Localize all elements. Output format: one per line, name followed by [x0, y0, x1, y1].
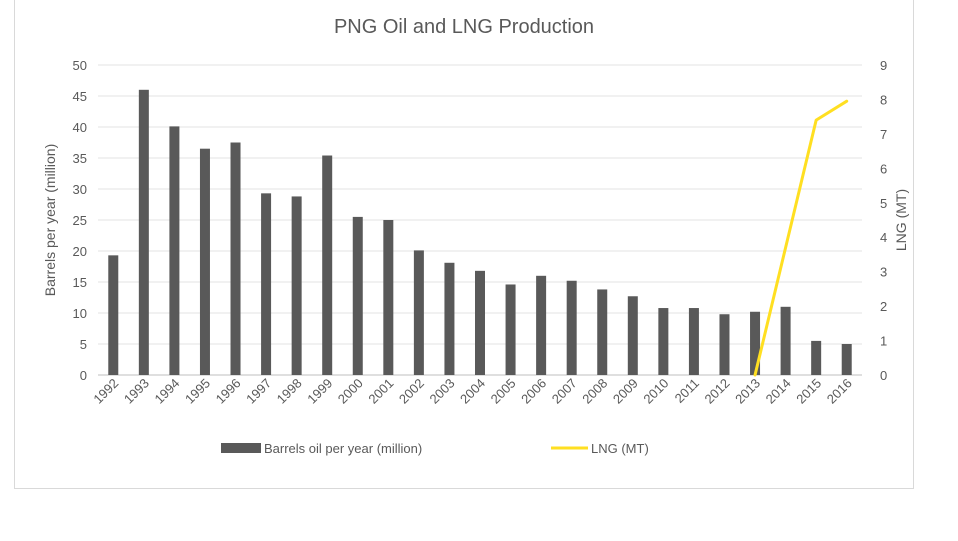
x-tick-label: 1993 [121, 376, 152, 407]
y-axis-title: Barrels per year (million) [42, 144, 58, 296]
x-tick-label: 2011 [672, 376, 702, 406]
y-tick-label: 15 [73, 275, 87, 290]
chart-frame [14, 0, 914, 489]
legend-bar-swatch [221, 443, 261, 453]
bar [658, 308, 669, 375]
x-tick-label: 2004 [457, 376, 488, 407]
y-tick-label: 50 [73, 58, 87, 73]
x-tick-label: 2007 [549, 376, 580, 407]
x-tick-label: 2010 [640, 376, 671, 407]
bar [230, 142, 241, 375]
bar [627, 296, 638, 375]
bar [322, 155, 333, 375]
x-tick-label: 2001 [365, 376, 396, 407]
bar [719, 314, 730, 375]
x-tick-label: 2014 [763, 376, 794, 407]
x-tick-label: 2002 [396, 376, 427, 407]
x-tick-label: 1995 [182, 376, 213, 407]
y2-tick-label: 3 [880, 265, 887, 280]
y2-tick-label: 1 [880, 334, 887, 349]
bar [261, 193, 272, 375]
bar [444, 262, 455, 375]
y2-axis-title: LNG (MT) [893, 189, 909, 251]
x-tick-label: 2005 [488, 376, 519, 407]
line-series [753, 99, 849, 377]
bar [536, 275, 547, 375]
x-tick-label: 2009 [610, 376, 641, 407]
y-tick-label: 35 [73, 151, 87, 166]
chart-title: PNG Oil and LNG Production [334, 16, 594, 38]
bar [505, 284, 516, 375]
bar [750, 311, 761, 375]
y2-tick-label: 4 [880, 230, 887, 245]
bar [291, 196, 302, 375]
x-tick-label: 2013 [732, 376, 763, 407]
y2-tick-label: 2 [880, 299, 887, 314]
x-axis-ticks: 1992 1993 1994 1995 1996 1997 1998 1999 2000 2001… [90, 376, 854, 407]
bar [108, 255, 119, 375]
bar [811, 340, 822, 375]
y-tick-label: 30 [73, 182, 87, 197]
bar [566, 280, 577, 375]
lng-line [753, 99, 849, 377]
y-tick-label: 40 [73, 120, 87, 135]
y-tick-label: 0 [80, 368, 87, 383]
bar-series [108, 89, 852, 376]
x-tick-label: 1992 [90, 376, 121, 407]
bar [780, 306, 791, 375]
x-tick-label: 1999 [304, 376, 335, 407]
bar [475, 270, 485, 375]
y-tick-label: 25 [73, 213, 87, 228]
x-tick-label: 2006 [518, 376, 549, 407]
bar [688, 308, 699, 375]
y2-tick-label: 5 [880, 196, 887, 211]
y2-tick-label: 9 [880, 58, 887, 73]
x-tick-label: 2016 [824, 376, 855, 407]
legend-line-label: LNG (MT) [591, 441, 649, 456]
bar [383, 220, 394, 375]
legend: Barrels oil per year (million) LNG (MT) [221, 441, 649, 456]
y-tick-label: 10 [73, 306, 87, 321]
bar [352, 216, 363, 375]
x-tick-label: 1998 [274, 376, 305, 407]
y-tick-label: 5 [80, 337, 87, 352]
x-tick-label: 1997 [243, 376, 274, 407]
y2-tick-label: 7 [880, 127, 887, 142]
y2-axis-ticks: 0 1 2 3 4 5 6 7 8 9 [880, 58, 887, 383]
y2-tick-label: 8 [880, 92, 887, 107]
y2-tick-label: 0 [880, 368, 887, 383]
y-tick-label: 20 [73, 244, 87, 259]
bar [199, 148, 210, 375]
x-tick-label: 2003 [427, 376, 458, 407]
x-tick-label: 1994 [151, 376, 182, 407]
y-tick-label: 45 [73, 89, 87, 104]
bar [413, 250, 424, 375]
x-tick-label: 2012 [702, 376, 733, 407]
x-tick-label: 2008 [579, 376, 610, 407]
bar [169, 126, 180, 375]
y2-tick-label: 6 [880, 161, 887, 176]
y-axis-ticks: 0 5 10 15 20 25 30 35 40 45 50 [73, 58, 87, 383]
bar [597, 289, 608, 375]
x-tick-label: 1996 [213, 376, 244, 407]
bar [138, 89, 149, 376]
legend-bar-label: Barrels oil per year (million) [264, 441, 422, 456]
bar [841, 344, 852, 375]
x-tick-label: 2000 [335, 376, 366, 407]
x-tick-label: 2015 [793, 376, 824, 407]
